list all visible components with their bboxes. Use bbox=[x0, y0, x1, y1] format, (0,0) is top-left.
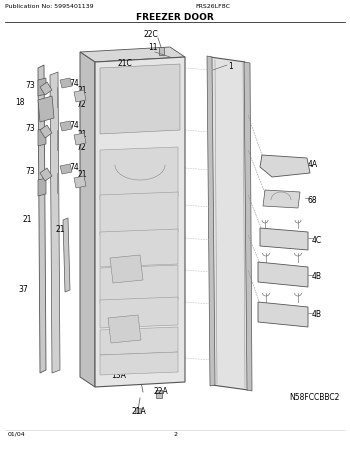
Text: 37: 37 bbox=[18, 285, 28, 294]
Polygon shape bbox=[100, 147, 178, 200]
Polygon shape bbox=[258, 262, 308, 287]
Polygon shape bbox=[100, 265, 178, 303]
Polygon shape bbox=[38, 128, 46, 146]
Text: 21A: 21A bbox=[131, 407, 146, 416]
Polygon shape bbox=[38, 96, 54, 122]
Text: 18: 18 bbox=[15, 98, 25, 107]
Text: Publication No: 5995401139: Publication No: 5995401139 bbox=[5, 4, 94, 9]
Polygon shape bbox=[100, 327, 178, 355]
Polygon shape bbox=[60, 78, 72, 88]
Text: 21C: 21C bbox=[117, 59, 132, 68]
Polygon shape bbox=[74, 133, 86, 145]
Text: 22C: 22C bbox=[144, 30, 158, 39]
Bar bbox=[156, 390, 162, 398]
Polygon shape bbox=[244, 62, 252, 391]
Polygon shape bbox=[40, 168, 52, 181]
Text: 21: 21 bbox=[78, 86, 88, 95]
Polygon shape bbox=[74, 176, 86, 188]
Polygon shape bbox=[100, 192, 178, 235]
Text: 21: 21 bbox=[22, 215, 32, 224]
Polygon shape bbox=[263, 190, 300, 208]
Polygon shape bbox=[40, 82, 52, 95]
Text: 13A: 13A bbox=[111, 371, 126, 380]
Text: 21: 21 bbox=[78, 130, 88, 139]
Polygon shape bbox=[40, 125, 52, 138]
Polygon shape bbox=[38, 78, 46, 96]
Polygon shape bbox=[38, 178, 46, 196]
Polygon shape bbox=[207, 56, 215, 386]
Text: 4B: 4B bbox=[312, 272, 322, 281]
Text: 01/04: 01/04 bbox=[8, 432, 26, 437]
Text: 1: 1 bbox=[228, 62, 233, 71]
Text: 21: 21 bbox=[55, 225, 64, 234]
Text: 72: 72 bbox=[76, 100, 86, 109]
Text: 74: 74 bbox=[69, 121, 79, 130]
Polygon shape bbox=[38, 65, 46, 373]
Text: 73: 73 bbox=[25, 167, 35, 176]
Text: 72: 72 bbox=[76, 143, 86, 152]
Polygon shape bbox=[210, 57, 248, 390]
Text: 11: 11 bbox=[148, 43, 158, 52]
Text: 73: 73 bbox=[25, 81, 35, 90]
Polygon shape bbox=[258, 302, 308, 327]
Text: 72: 72 bbox=[76, 178, 86, 187]
Text: 21C: 21C bbox=[113, 318, 128, 327]
Polygon shape bbox=[95, 57, 185, 387]
Text: FRS26LF8C: FRS26LF8C bbox=[195, 4, 230, 9]
Polygon shape bbox=[80, 47, 185, 62]
Polygon shape bbox=[100, 229, 178, 267]
Polygon shape bbox=[260, 155, 310, 177]
Polygon shape bbox=[60, 121, 72, 131]
Text: 74: 74 bbox=[69, 163, 79, 172]
Polygon shape bbox=[108, 315, 141, 343]
Text: 68: 68 bbox=[308, 196, 318, 205]
Polygon shape bbox=[60, 164, 72, 174]
Text: 21C: 21C bbox=[120, 256, 135, 265]
Text: 4C: 4C bbox=[312, 236, 322, 245]
Text: FREEZER DOOR: FREEZER DOOR bbox=[136, 13, 214, 22]
Polygon shape bbox=[63, 218, 70, 292]
Polygon shape bbox=[100, 297, 178, 328]
Bar bbox=[135, 372, 147, 382]
Polygon shape bbox=[80, 52, 95, 387]
Bar bbox=[159, 47, 164, 55]
Text: N58FCCBBC2: N58FCCBBC2 bbox=[290, 393, 340, 402]
Text: 21: 21 bbox=[78, 170, 88, 179]
Polygon shape bbox=[110, 255, 143, 283]
Text: 74: 74 bbox=[69, 79, 79, 88]
Bar bbox=[135, 408, 141, 413]
Polygon shape bbox=[100, 64, 180, 134]
Text: 4A: 4A bbox=[308, 160, 318, 169]
Polygon shape bbox=[74, 90, 86, 102]
Text: 4B: 4B bbox=[312, 310, 322, 319]
Polygon shape bbox=[100, 352, 178, 375]
Text: 73: 73 bbox=[25, 124, 35, 133]
Polygon shape bbox=[50, 72, 60, 373]
Polygon shape bbox=[260, 228, 308, 250]
Text: 22A: 22A bbox=[153, 387, 168, 396]
Text: 2: 2 bbox=[173, 432, 177, 437]
